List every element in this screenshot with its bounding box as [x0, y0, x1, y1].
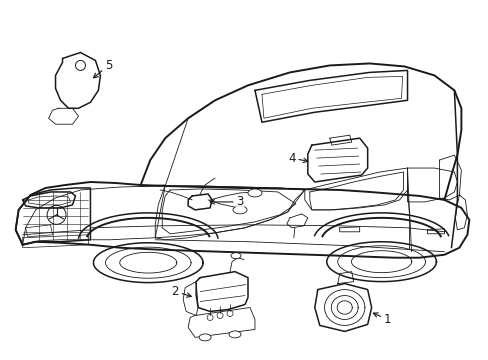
Text: 1: 1 — [372, 313, 390, 326]
Text: 2: 2 — [171, 285, 191, 298]
Ellipse shape — [199, 334, 211, 341]
Ellipse shape — [233, 206, 246, 214]
Text: 4: 4 — [287, 152, 307, 165]
Text: 5: 5 — [93, 59, 112, 78]
Ellipse shape — [230, 253, 241, 259]
Ellipse shape — [247, 189, 262, 197]
Text: 3: 3 — [210, 195, 243, 208]
Ellipse shape — [228, 331, 241, 338]
